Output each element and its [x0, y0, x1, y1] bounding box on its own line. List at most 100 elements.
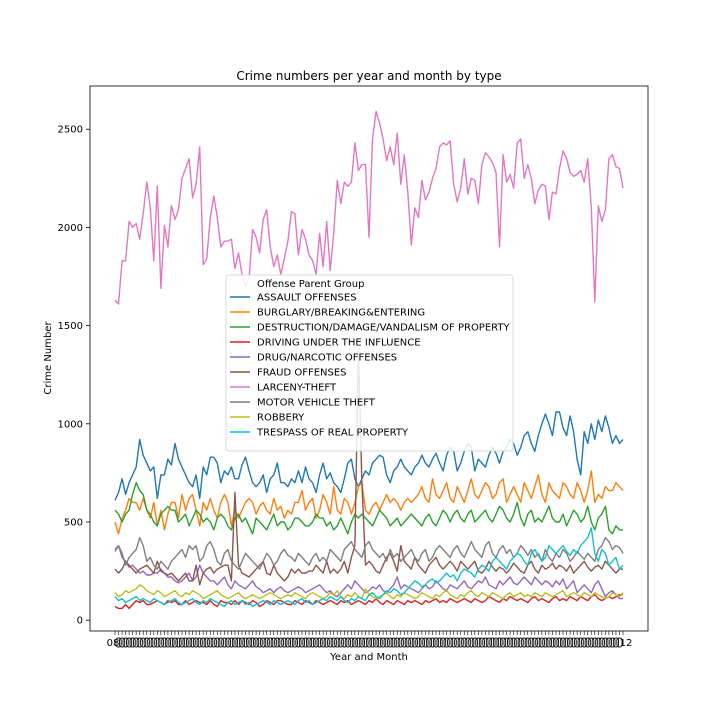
x-tick-label-mark — [612, 637, 619, 648]
x-tick-label-mark — [157, 637, 164, 648]
x-tick-label-mark — [341, 637, 348, 648]
x-tick-label-mark — [281, 637, 288, 648]
x-tick-label-mark — [454, 637, 461, 648]
series-line-1 — [114, 470, 624, 535]
x-tick-label-mark — [193, 637, 200, 648]
legend-entry: FRAUD OFFENSES — [257, 368, 347, 379]
series-line-5 — [114, 348, 623, 586]
x-tick-label-mark — [468, 637, 475, 648]
x-tick-label-mark — [605, 637, 612, 648]
x-tick-label-mark — [574, 637, 581, 648]
x-tick-label-mark — [447, 637, 454, 648]
x-tick-label-mark — [277, 637, 284, 648]
y-tick-label: 0 — [77, 616, 83, 627]
x-tick-label-mark — [492, 637, 500, 648]
x-tick-label-mark — [387, 637, 394, 648]
x-tick-label: 12 — [620, 638, 633, 649]
x-tick-label-mark — [408, 637, 415, 648]
x-tick-label-mark — [390, 637, 397, 648]
x-tick-label-mark — [355, 637, 362, 648]
legend-box — [225, 274, 514, 452]
x-tick-label-mark — [267, 637, 274, 648]
x-tick-label-mark — [531, 637, 538, 648]
legend-entry: BURGLARY/BREAKING&ENTERING — [257, 308, 425, 319]
x-tick-label-mark — [415, 637, 422, 648]
x-tick-label-mark — [168, 637, 175, 648]
x-tick-label-mark — [411, 637, 418, 648]
x-tick-label-mark — [609, 637, 616, 648]
x-tick-label-mark — [196, 637, 203, 648]
x-tick-label-mark — [425, 637, 433, 648]
x-tick-label-mark — [436, 637, 443, 648]
x-tick-label-mark — [337, 637, 344, 648]
x-tick-label-mark — [535, 637, 542, 648]
x-tick-label-mark — [302, 637, 309, 648]
x-tick-label-mark — [500, 637, 507, 648]
x-tick-label-mark — [288, 637, 295, 648]
x-tick-label-mark — [478, 637, 485, 648]
legend: Offense Parent Group ASSAULT OFFENSES BURG… — [225, 274, 514, 452]
x-tick-label-mark — [440, 637, 447, 648]
x-tick-label-mark — [581, 637, 588, 648]
x-tick-label-mark — [133, 637, 140, 648]
series-line-4 — [114, 544, 623, 600]
x-tick-label-mark — [253, 637, 260, 648]
x-tick-label-mark — [598, 637, 605, 648]
x-tick-label-mark — [485, 637, 492, 648]
legend-entry: DRIVING UNDER THE INFLUENCE — [257, 338, 421, 349]
series-line-8 — [114, 584, 624, 600]
x-tick-label-mark — [186, 637, 193, 648]
x-tick-label-mark — [365, 637, 373, 648]
x-tick-label-mark — [514, 637, 521, 648]
legend-entry: DRUG/NARCOTIC OFFENSES — [257, 353, 397, 364]
x-tick-label-mark — [475, 637, 482, 648]
legend-title: Offense Parent Group — [257, 279, 364, 290]
x-tick-label-mark — [175, 637, 182, 648]
x-tick-label-mark — [147, 637, 154, 648]
series-line-6 — [114, 110, 624, 305]
x-tick-label-mark — [422, 637, 429, 648]
x-tick-label-mark — [383, 637, 390, 648]
x-tick-label-mark — [122, 637, 129, 648]
x-tick-label-mark — [154, 637, 161, 648]
x-tick-label-mark — [432, 637, 440, 648]
x-tick-label-mark — [143, 637, 150, 648]
x-tick-label-mark — [528, 637, 535, 648]
y-axis: 0 500 1000 1500 2000 2500 — [58, 125, 90, 627]
y-tick-label: 500 — [64, 518, 83, 529]
x-tick-label-mark — [358, 637, 365, 648]
x-tick-label-mark — [482, 637, 489, 648]
x-tick-label-mark — [418, 637, 425, 648]
x-tick-label-mark — [217, 637, 224, 648]
x-tick-label-mark — [270, 637, 277, 648]
x-tick-label-mark — [602, 637, 609, 648]
x-tick-label-mark — [242, 637, 249, 648]
x-tick-label-mark — [489, 637, 496, 648]
y-axis-label: Crime Number — [43, 321, 54, 395]
x-tick-label-mark — [291, 637, 298, 648]
x-tick-label-mark — [313, 637, 320, 648]
x-tick-label-mark — [570, 637, 577, 648]
x-tick-label-mark — [203, 637, 210, 648]
x-axis-label: Year and Month — [329, 652, 408, 663]
x-tick-label-mark — [256, 637, 263, 648]
x-tick-label-mark — [351, 637, 358, 648]
x-tick-label-mark — [295, 637, 302, 648]
x-tick-label-mark — [584, 637, 591, 648]
x-tick-label-mark — [397, 637, 404, 648]
x-tick-label-mark — [510, 637, 517, 648]
legend-entry: MOTOR VEHICLE THEFT — [257, 398, 376, 409]
x-tick-label-mark — [260, 637, 267, 648]
x-tick-label-mark — [517, 637, 524, 648]
x-axis: 08 12 — [107, 631, 633, 649]
legend-entry: LARCENY-THEFT — [257, 383, 337, 394]
x-tick-label-mark — [246, 637, 253, 648]
x-tick-label-mark — [231, 637, 238, 648]
x-tick-label-mark — [521, 637, 528, 648]
x-tick-label-mark — [210, 637, 217, 648]
x-tick-label-mark — [320, 637, 327, 648]
x-tick-label-mark — [263, 637, 270, 648]
x-tick-label-mark — [305, 637, 313, 648]
x-tick-label-mark — [140, 637, 147, 648]
